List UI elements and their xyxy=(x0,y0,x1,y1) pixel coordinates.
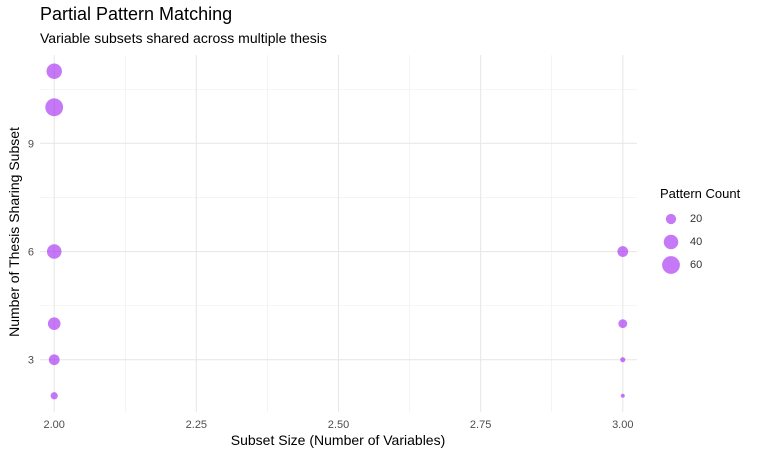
x-tick-label: 2.50 xyxy=(328,419,349,431)
data-point xyxy=(620,357,626,363)
legend-marker-40 xyxy=(663,234,679,249)
data-point xyxy=(618,319,628,329)
legend-marker-20 xyxy=(665,213,677,224)
x-axis-label: Subset Size (Number of Variables) xyxy=(231,432,446,448)
data-point xyxy=(617,246,629,257)
x-tick-label: 2.25 xyxy=(186,419,207,431)
legend-item-60: 60 xyxy=(660,253,740,276)
chart-subtitle: Variable subsets shared across multiple … xyxy=(40,30,327,46)
data-points xyxy=(45,63,629,400)
legend-label-60: 60 xyxy=(690,258,703,271)
legend-label-40: 40 xyxy=(690,235,703,248)
legend-marker-60 xyxy=(662,255,680,274)
data-point xyxy=(45,98,64,117)
x-tick-label: 2.00 xyxy=(44,419,65,431)
x-tick-labels: 2.00 2.25 2.50 2.75 3.00 xyxy=(44,419,634,431)
data-point xyxy=(46,244,62,259)
y-tick-label: 9 xyxy=(28,138,34,150)
y-tick-labels: 3 6 9 xyxy=(28,138,34,366)
legend-item-40: 40 xyxy=(660,230,740,253)
chart-title: Partial Pattern Matching xyxy=(40,4,233,24)
data-point xyxy=(620,393,625,398)
data-point xyxy=(48,354,60,366)
y-tick-label: 6 xyxy=(28,247,34,259)
major-gridlines xyxy=(40,55,637,412)
x-tick-label: 2.75 xyxy=(470,419,491,431)
y-tick-label: 3 xyxy=(28,355,34,367)
data-point xyxy=(46,63,62,79)
legend: Pattern Count 20 40 60 xyxy=(660,186,740,276)
x-tick-label: 3.00 xyxy=(612,419,633,431)
y-axis-label: Number of Thesis Sharing Subset xyxy=(6,127,22,337)
legend-label-20: 20 xyxy=(690,212,703,225)
data-point xyxy=(47,317,61,330)
legend-item-20: 20 xyxy=(660,207,740,230)
legend-title: Pattern Count xyxy=(660,186,741,201)
data-point xyxy=(50,392,58,400)
